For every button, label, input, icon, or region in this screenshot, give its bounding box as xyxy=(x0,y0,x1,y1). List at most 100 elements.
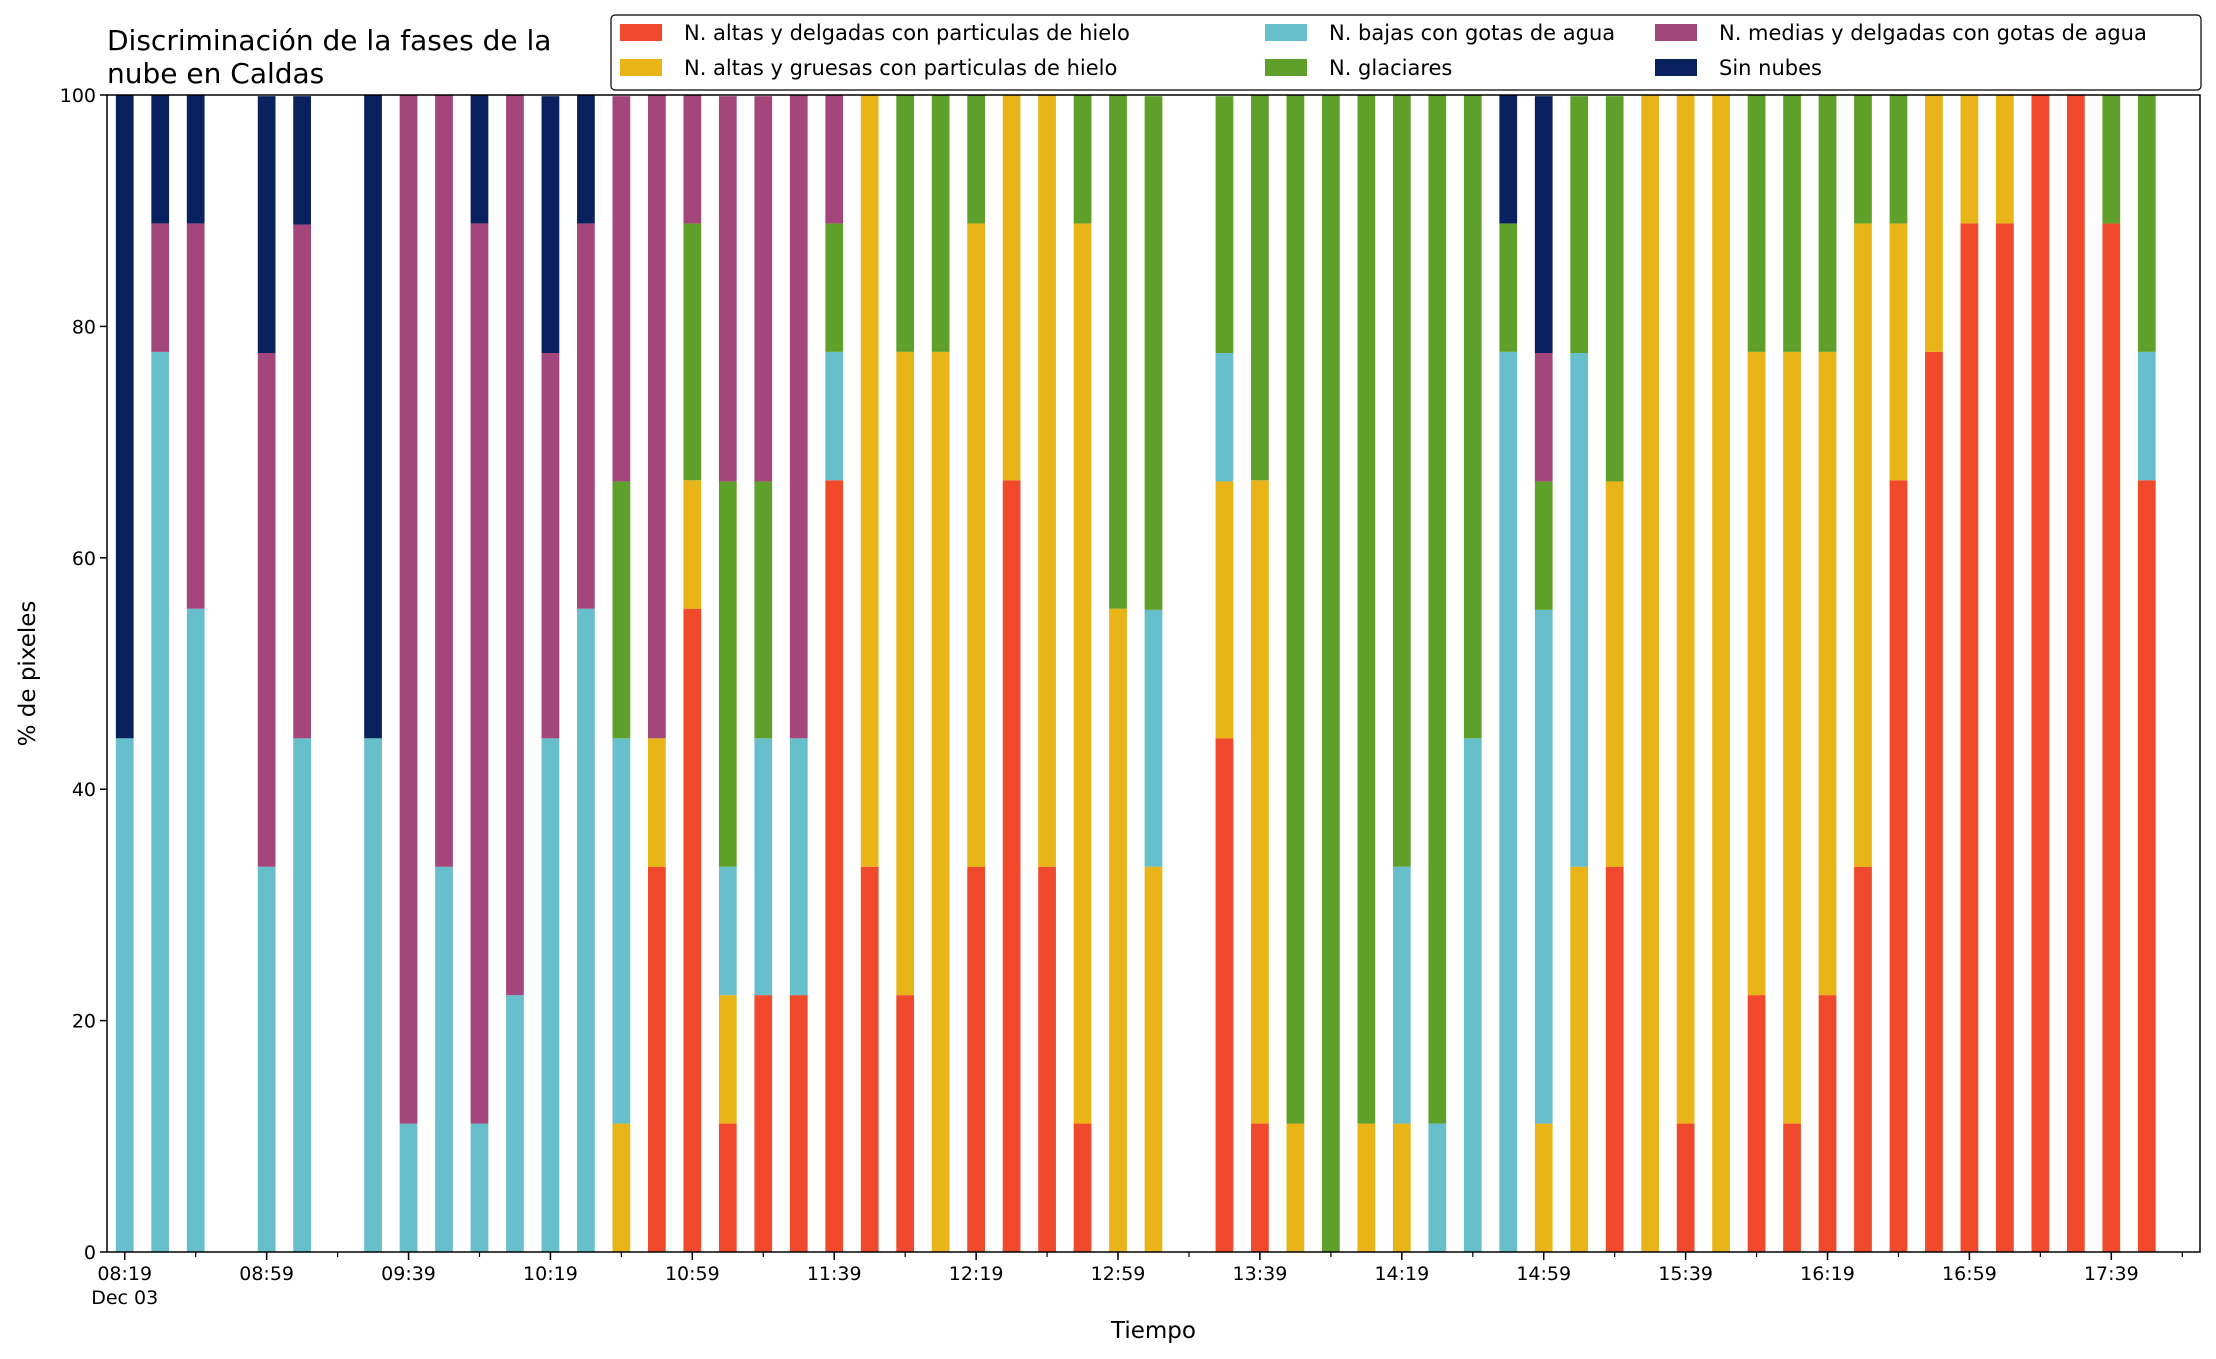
bar-segment xyxy=(1392,866,1411,1124)
bar-segment xyxy=(151,351,170,1253)
bar-segment xyxy=(577,223,595,609)
bar-segment xyxy=(860,866,879,1252)
bar-segment xyxy=(1783,351,1801,1124)
bar-segment xyxy=(293,738,311,1252)
bar-segment xyxy=(647,866,666,1252)
bar-segment xyxy=(1889,95,1908,224)
bar-segment xyxy=(860,95,879,867)
bar-segment xyxy=(754,481,773,739)
bar-segment xyxy=(896,95,915,352)
bar-segment xyxy=(2031,95,2050,1252)
x-tick-label: 15:39 xyxy=(1658,1263,1713,1285)
bar-segment xyxy=(1534,481,1553,610)
x-tick-label: 08:19 xyxy=(97,1263,152,1285)
bar-segment xyxy=(1676,1123,1695,1252)
legend-label: N. altas y delgadas con particulas de hi… xyxy=(684,21,1130,45)
legend-swatch xyxy=(1265,59,1307,76)
bar-segment xyxy=(1534,609,1553,1124)
bar-segment xyxy=(683,95,702,224)
bar-segment xyxy=(541,738,560,1252)
bar-segment xyxy=(1038,95,1056,867)
bar-segment xyxy=(1002,480,1021,1252)
bar-segment xyxy=(1251,480,1269,1124)
bar-segment xyxy=(1286,95,1305,1124)
bar-segment xyxy=(1428,1123,1447,1252)
bar-segment xyxy=(1392,95,1411,867)
bar-segment xyxy=(1073,223,1092,1124)
bar-segment xyxy=(1818,95,1837,352)
bar-segment xyxy=(1499,351,1518,1253)
bar-segment xyxy=(293,96,311,225)
bar-segment xyxy=(364,738,382,1252)
bar-segment xyxy=(2102,223,2121,1253)
bar-segment xyxy=(754,738,773,996)
bar-segment xyxy=(1712,95,1730,1252)
x-tick-label: 12:19 xyxy=(949,1263,1004,1285)
bar-segment xyxy=(1534,1123,1553,1252)
bar-segment xyxy=(931,351,950,1253)
bar-segment xyxy=(1747,351,1766,996)
chart-title: Discriminación de la fases de la nube en… xyxy=(107,24,551,90)
legend-box xyxy=(610,14,2202,91)
bar-segment xyxy=(1534,353,1553,482)
x-tick-label: 12:59 xyxy=(1091,1263,1146,1285)
bar-segment xyxy=(1605,866,1624,1252)
bar-segment xyxy=(1215,96,1234,354)
bar-segment xyxy=(1605,96,1624,482)
bar-segment xyxy=(1925,351,1943,1253)
bar-segment xyxy=(1570,353,1589,867)
bar-segment xyxy=(1215,481,1234,739)
x-tick-label: 16:59 xyxy=(1942,1263,1997,1285)
bar-segment xyxy=(1322,95,1340,1252)
bar-segment xyxy=(1357,95,1376,1124)
bar-segment xyxy=(1215,353,1234,482)
plot-frame xyxy=(106,94,2201,1253)
bar-segment xyxy=(1854,95,1872,224)
bar-segment xyxy=(1144,866,1163,1252)
bar-segment xyxy=(1783,1123,1801,1252)
bar-segment xyxy=(1783,95,1801,352)
bar-segment xyxy=(825,351,844,481)
bar-segment xyxy=(1960,223,1979,1253)
bar-segment xyxy=(1747,995,1766,1252)
bar-segment xyxy=(2137,95,2156,352)
bar-segment xyxy=(1499,223,1518,352)
bar-segment xyxy=(1251,95,1269,481)
bar-segment xyxy=(1676,95,1695,1124)
bar-segment xyxy=(1109,608,1127,1252)
bar-segment xyxy=(115,738,134,1252)
bar-segment xyxy=(1925,95,1943,352)
y-axis-label: % de pixeles xyxy=(15,601,41,747)
bar-segment xyxy=(1996,95,2014,224)
bar-segment xyxy=(612,1123,631,1252)
bar-segment xyxy=(754,995,773,1252)
bar-segment xyxy=(647,738,666,867)
bar-segment xyxy=(1463,95,1482,739)
bar-segment xyxy=(506,995,524,1252)
bar-segment xyxy=(1818,995,1837,1252)
bar-segment xyxy=(1854,866,1872,1252)
legend-label: N. glaciares xyxy=(1329,56,1452,80)
bar-segment xyxy=(1038,866,1056,1252)
bar-segment xyxy=(1286,1123,1305,1252)
bar-segment xyxy=(2066,95,2085,1252)
bar-segment xyxy=(1215,738,1234,1252)
bar-segment xyxy=(647,95,666,739)
legend-swatch xyxy=(1655,59,1697,76)
y-axis: 0 20 40 60 80 100 xyxy=(60,85,107,1264)
bar-segment xyxy=(896,351,915,996)
legend-label: N. medias y delgadas con gotas de agua xyxy=(1719,21,2147,45)
bar-segment xyxy=(718,96,737,482)
bar-segment xyxy=(789,738,808,996)
x-tick-label: 13:39 xyxy=(1233,1263,1288,1285)
bar-segment xyxy=(186,95,205,224)
legend-label: N. altas y gruesas con particulas de hie… xyxy=(684,56,1117,80)
bar-segment xyxy=(151,95,170,224)
bar-segment xyxy=(1499,95,1518,224)
bar-segment xyxy=(789,95,808,739)
bar-segment xyxy=(1144,609,1163,867)
x-tick-label: 14:59 xyxy=(1516,1263,1571,1285)
bar-segment xyxy=(1073,1123,1092,1252)
